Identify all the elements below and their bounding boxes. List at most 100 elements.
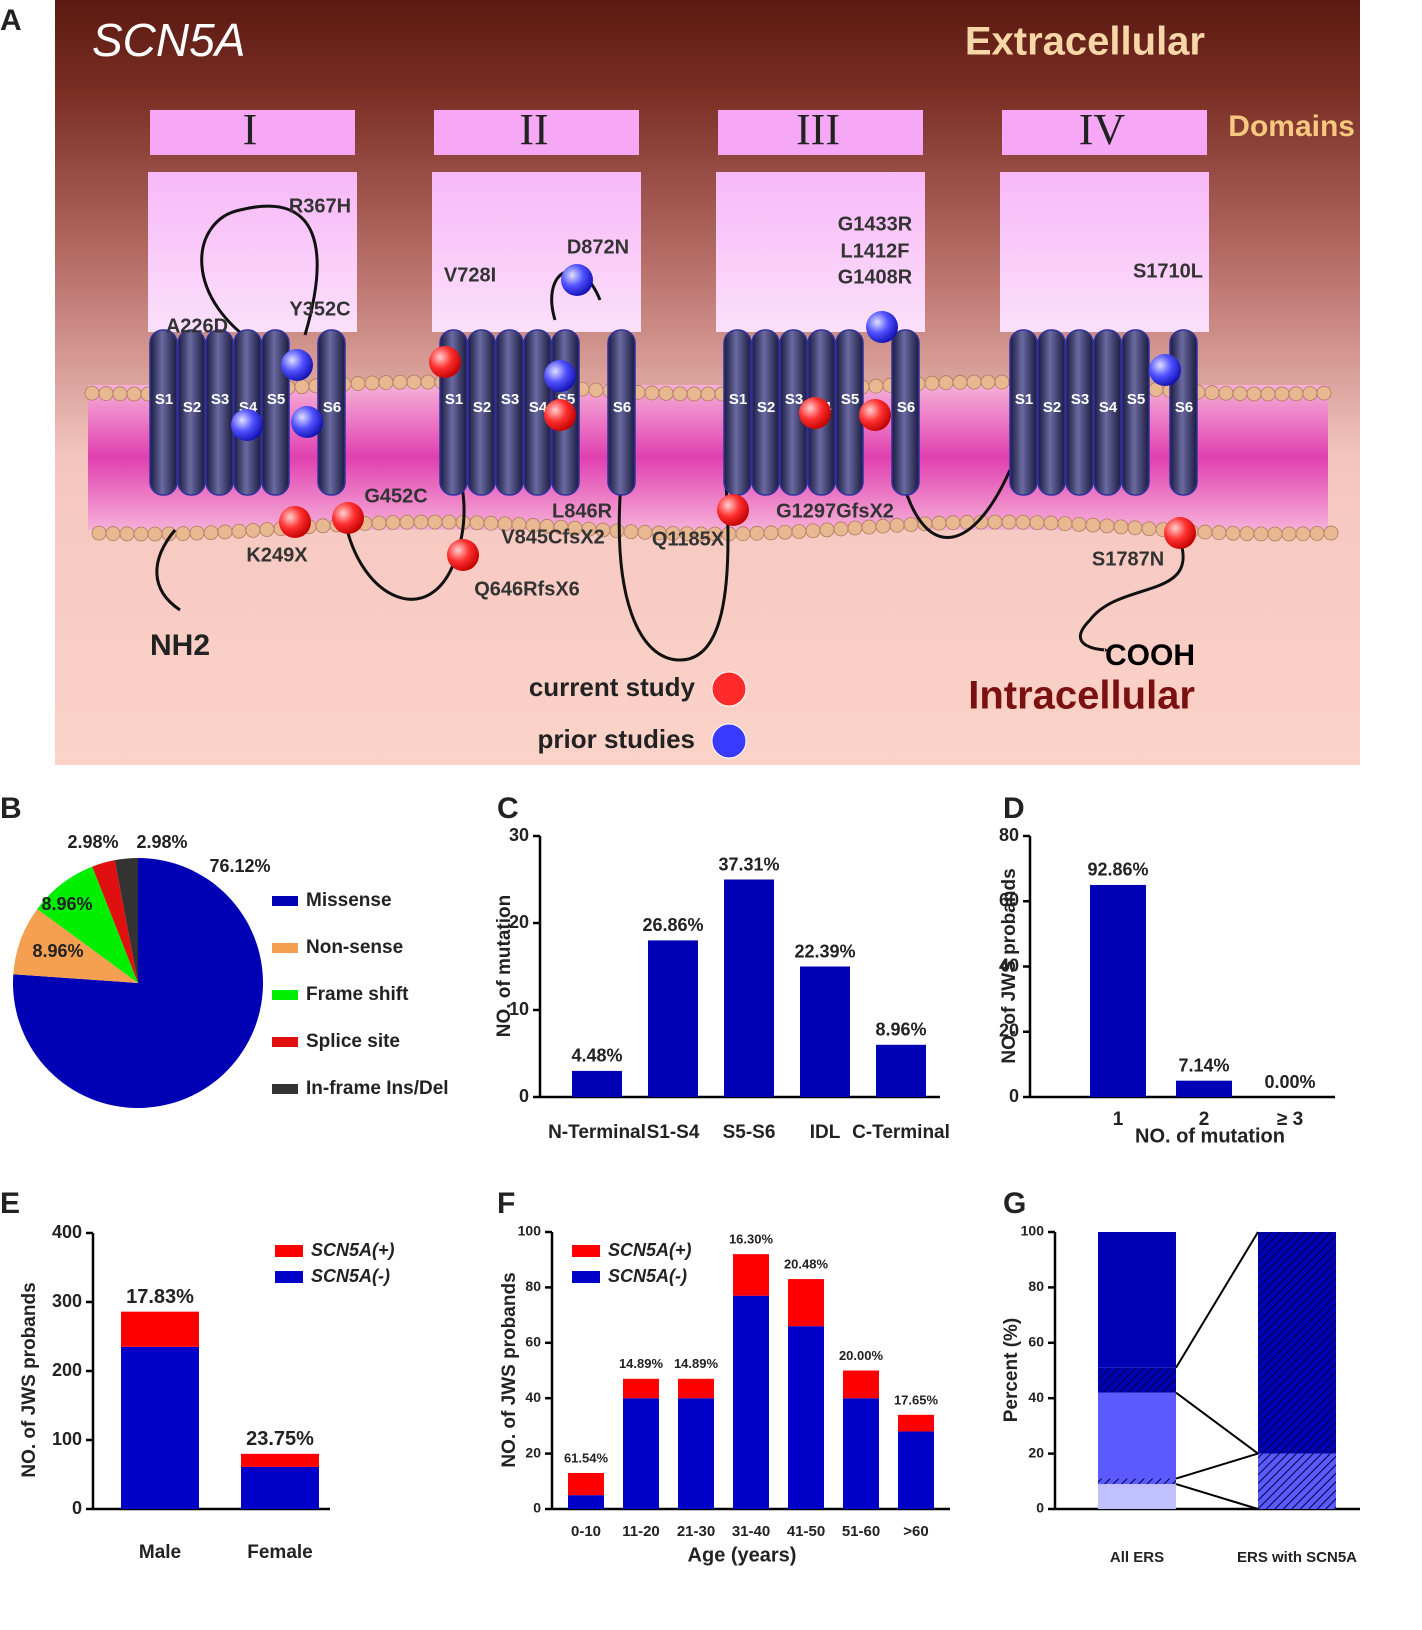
x-tick-label: 31-40: [732, 1523, 770, 1540]
lipid-head: [1141, 521, 1157, 537]
lipid-head: [791, 524, 807, 539]
lipid-head: [805, 523, 821, 539]
lipid-head: [441, 514, 457, 530]
lipid-head: [1211, 525, 1227, 541]
legend-swatch: [711, 671, 747, 707]
domain-label: III: [796, 105, 840, 154]
legend-label: current study: [529, 672, 696, 702]
chain-loop: [1079, 539, 1185, 652]
helix-segment: [149, 329, 178, 496]
bar-annotation: 7.14%: [1178, 1055, 1229, 1075]
lipid-head: [1316, 385, 1332, 401]
bar-segment: [121, 1311, 199, 1347]
lipid-head: [994, 374, 1010, 390]
legend-swatch: [272, 990, 298, 1000]
helix-segment: [261, 329, 290, 496]
bar-segment: [898, 1431, 934, 1509]
legend-label: SCN5A(+): [311, 1240, 395, 1260]
pie-slice: [92, 860, 138, 983]
lipid-head: [609, 523, 625, 539]
lipid-head: [119, 526, 135, 542]
current-study-site: [1164, 517, 1196, 549]
legend-swatch: [272, 1037, 298, 1047]
mutation-label: G1297GfsX2: [776, 500, 894, 522]
lipid-head: [399, 514, 415, 530]
mutation-label: G1433R: [838, 213, 913, 235]
lipid-head: [105, 526, 121, 541]
domain-label: IV: [1079, 105, 1126, 154]
lipid-head: [868, 378, 884, 394]
lipid-head: [1302, 386, 1318, 401]
lipid-head: [1113, 519, 1129, 535]
x-tick-label: 41-50: [787, 1523, 825, 1540]
domain-box: [716, 172, 925, 332]
legend-label: SCN5A(+): [608, 1240, 692, 1260]
segment-label: S3: [785, 391, 803, 408]
x-tick-label: All ERS: [1110, 1549, 1164, 1566]
extracellular-label: Extracellular: [965, 20, 1205, 64]
lipid-head: [364, 375, 380, 391]
lipid-head: [1043, 515, 1059, 531]
lipid-head: [189, 525, 205, 541]
helix-segment: [891, 329, 920, 496]
lipid-head: [259, 522, 275, 537]
panel-letter: C: [497, 792, 519, 825]
lipid-head: [231, 523, 247, 539]
segment-label: S5: [841, 391, 859, 408]
x-tick-label: N-Terminal: [548, 1122, 646, 1143]
legend-label: Frame shift: [306, 984, 409, 1005]
lipid-head: [588, 382, 604, 398]
y-tick-label: 0: [72, 1498, 82, 1518]
lipid-head: [903, 517, 919, 532]
legend-swatch: [272, 1084, 298, 1094]
bar-segment: [1098, 1484, 1176, 1509]
y-tick-label: 60: [525, 1334, 541, 1350]
y-axis-label: NO. of mutation: [494, 895, 515, 1037]
lipid-head: [987, 514, 1003, 530]
lipid-head: [763, 525, 779, 541]
x-tick-label: 0-10: [571, 1523, 601, 1540]
prior-study-site: [561, 264, 593, 296]
helix-segment: [1093, 329, 1122, 496]
helix-segment: [1121, 329, 1150, 496]
lipid-head: [1127, 520, 1143, 536]
lipid-head: [1267, 526, 1283, 542]
lipid-head: [735, 526, 751, 542]
bar-segment: [121, 1346, 199, 1509]
prior-study-site: [281, 349, 313, 381]
x-tick-label: 1: [1113, 1109, 1124, 1130]
domain-box: [148, 172, 357, 332]
x-tick-label: 2: [1199, 1109, 1210, 1130]
lipid-head: [847, 520, 863, 536]
mutation-label: G452C: [364, 485, 427, 507]
domain-header: [1002, 110, 1207, 155]
lipid-head: [1232, 386, 1248, 402]
segment-label: S2: [473, 399, 491, 416]
lipid-head: [1001, 514, 1017, 530]
x-tick-label: C-Terminal: [852, 1122, 950, 1143]
mutation-label: S1787N: [1092, 548, 1164, 570]
prior-study-site: [866, 311, 898, 343]
bar-segment: [733, 1295, 769, 1509]
bar-annotation: 17.65%: [894, 1392, 939, 1407]
bar-segment: [1098, 1478, 1176, 1485]
value-label: 76.12%: [209, 856, 270, 876]
segment-label: S4: [1099, 399, 1118, 416]
lipid-head: [644, 385, 660, 401]
legend-label: Missense: [306, 890, 392, 911]
segment-label: S3: [501, 391, 519, 408]
x-tick-label: Female: [247, 1542, 312, 1563]
lipid-head: [175, 526, 191, 541]
mutation-label: V845CfsX2: [501, 526, 604, 548]
helix-segment: [205, 329, 234, 496]
lipid-head: [385, 515, 401, 530]
segment-label: S6: [323, 399, 341, 416]
domain-box: [1000, 172, 1209, 332]
panel-letter: B: [0, 792, 22, 825]
lipid-head: [483, 515, 499, 531]
lipid-head: [98, 386, 114, 401]
lipid-head: [245, 522, 261, 538]
lipid-head: [1246, 386, 1262, 402]
pie-slice: [13, 858, 264, 1108]
